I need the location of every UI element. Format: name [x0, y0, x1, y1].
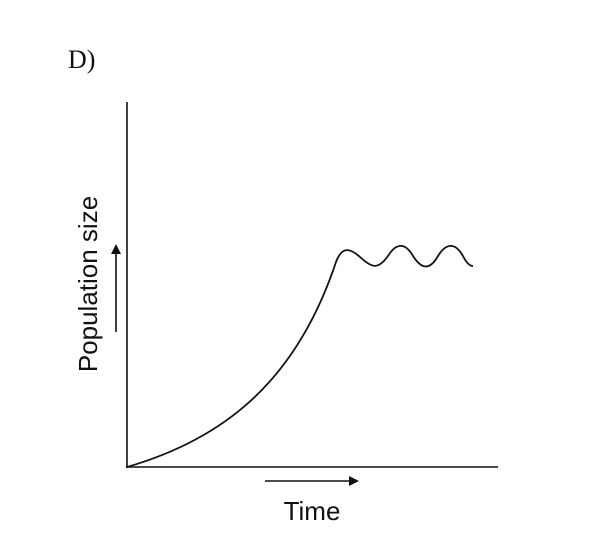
- population-curve: [126, 244, 474, 468]
- y-axis-label: Population size: [73, 196, 103, 372]
- x-axis-label: Time: [284, 496, 341, 526]
- panel-label: D): [68, 45, 95, 74]
